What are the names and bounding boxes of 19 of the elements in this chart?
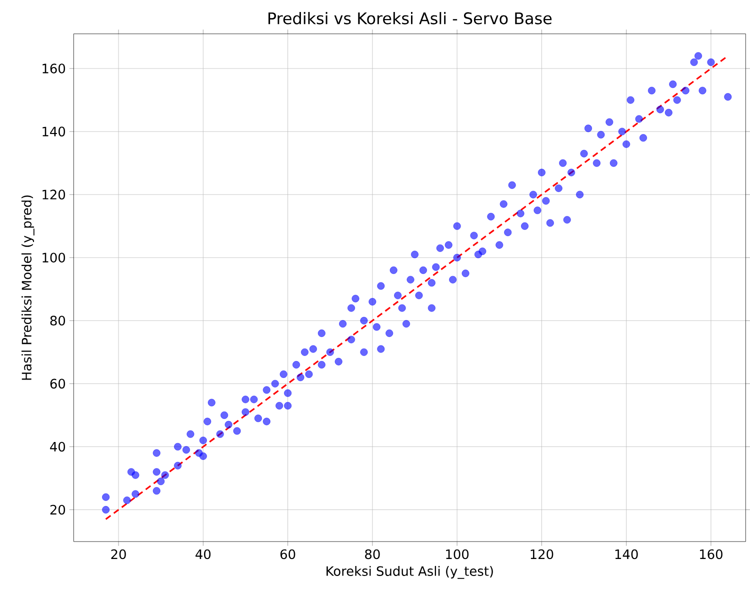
y-tick-label: 120 [42,190,66,200]
y-tick-label: 20 [50,504,66,514]
y-tick-label: 100 [42,252,66,262]
y-tick-label: 80 [50,316,66,326]
y-tick-label: 60 [50,378,66,388]
y-axis-title: Hasil Prediksi Model (y_pred) [21,195,34,380]
x-tick-label: 80 [365,549,380,559]
x-axis-title: Koreksi Sudut Asli (y_test) [326,566,493,579]
x-tick-label: 60 [280,549,296,559]
x-tick-label: 140 [615,549,638,559]
y-tick-label: 160 [42,63,66,74]
x-tick-label: 160 [700,549,722,559]
y-tick-label: 40 [50,442,66,452]
x-tick-label: 100 [446,549,469,559]
chart-title: Prediksi vs Koreksi Asli - Servo Base [268,12,552,24]
x-tick-label: 120 [530,549,554,559]
x-tick-label: 20 [111,549,126,559]
y-tick-label: 140 [42,126,66,136]
x-tick-label: 40 [196,549,211,559]
